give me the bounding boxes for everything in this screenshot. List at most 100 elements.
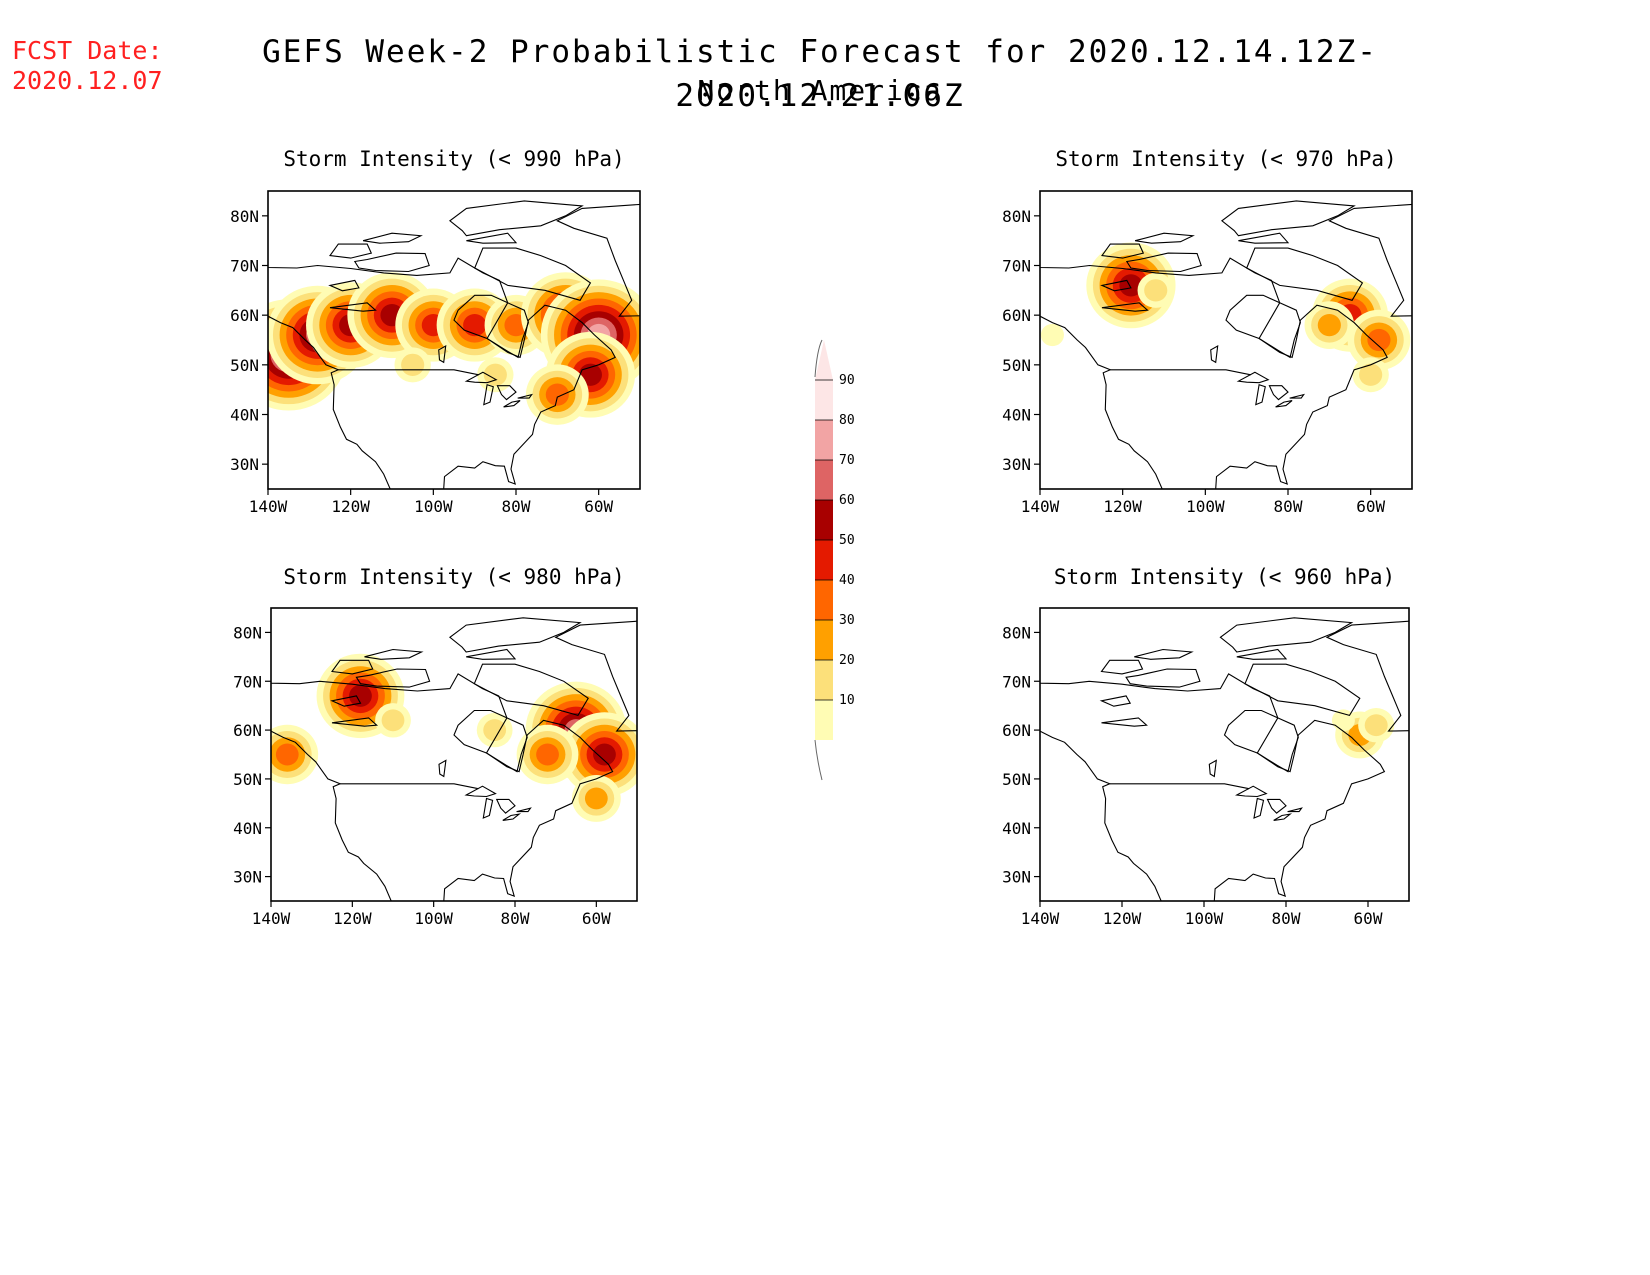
coastline bbox=[473, 663, 589, 717]
lat-tick-label: 40N bbox=[230, 406, 259, 425]
lon-tick-label: 140W bbox=[252, 909, 291, 928]
probability-cell bbox=[381, 709, 405, 732]
lat-tick-label: 50N bbox=[233, 770, 262, 789]
map-panel-p980: Storm Intensity (< 980 hPa) 80N 70N 60N 50N 4… bbox=[233, 565, 638, 928]
probability-cell bbox=[1119, 274, 1143, 297]
coastline bbox=[554, 620, 637, 732]
probability-cell bbox=[1040, 323, 1064, 347]
map-panel-p960: Storm Intensity (< 960 hPa) 80N 70N 60N 50N 4… bbox=[1002, 565, 1410, 928]
lake-outline bbox=[1100, 279, 1132, 292]
lake-outline bbox=[502, 813, 522, 821]
lake-outline bbox=[329, 302, 377, 312]
lon-tick-label: 140W bbox=[1021, 909, 1060, 928]
probability-cell bbox=[545, 383, 569, 406]
colorbar-label: 20 bbox=[839, 653, 855, 668]
probability-cell bbox=[584, 787, 608, 810]
coastline bbox=[1246, 247, 1364, 301]
lon-tick-label: 100W bbox=[1185, 909, 1224, 928]
lake-outline bbox=[1208, 759, 1217, 778]
forecast-date-label: FCST Date: 2020.12.07 bbox=[12, 36, 163, 96]
lake-outline bbox=[1101, 302, 1149, 312]
coastline bbox=[453, 709, 528, 773]
lake-outline bbox=[328, 279, 360, 292]
lake-outline bbox=[482, 797, 494, 819]
map-content bbox=[268, 200, 640, 489]
coastline bbox=[1101, 243, 1145, 259]
coastline bbox=[556, 203, 640, 317]
border-line bbox=[1109, 783, 1250, 790]
probability-cell bbox=[401, 353, 425, 376]
fcst-date-caption: FCST Date: bbox=[12, 36, 163, 65]
lat-tick-label: 70N bbox=[1002, 672, 1031, 691]
coastline bbox=[362, 232, 423, 244]
lat-tick-label: 60N bbox=[1002, 721, 1031, 740]
lat-tick-label: 40N bbox=[1002, 819, 1031, 838]
lat-tick-label: 30N bbox=[233, 868, 262, 887]
colorbar-swatch bbox=[815, 380, 833, 420]
lon-tick-label: 120W bbox=[1103, 497, 1142, 516]
border-line bbox=[340, 783, 479, 790]
map-frame bbox=[270, 607, 638, 902]
map-frame bbox=[1039, 607, 1410, 902]
map-frame bbox=[267, 190, 641, 490]
page-title: GEFS Week-2 Probabilistic Forecast for 2… bbox=[262, 34, 1378, 114]
colorbar-swatch bbox=[815, 660, 833, 700]
lat-tick-label: 80N bbox=[230, 207, 259, 226]
lake-outline bbox=[464, 371, 498, 384]
colorbar-label: 80 bbox=[839, 413, 855, 428]
colorbar: 90 80 70 60 50 40 30 20 10 bbox=[814, 339, 855, 781]
coastline bbox=[355, 668, 431, 688]
probability-cell bbox=[1144, 279, 1168, 302]
lon-tick-label: 140W bbox=[249, 497, 288, 516]
probability-cell bbox=[1359, 363, 1383, 386]
coastline bbox=[1244, 663, 1361, 717]
lat-tick-label: 50N bbox=[1002, 770, 1031, 789]
lat-tick-label: 30N bbox=[230, 455, 259, 474]
colorbar-swatch bbox=[815, 460, 833, 500]
map-content bbox=[1040, 200, 1412, 489]
lake-outline bbox=[483, 383, 494, 406]
page-subtitle: North America bbox=[697, 74, 943, 107]
coastline bbox=[1134, 232, 1195, 244]
coastline bbox=[1238, 232, 1290, 244]
lake-outline bbox=[1255, 383, 1266, 406]
lon-tick-label: 80W bbox=[502, 497, 531, 516]
lon-tick-label: 120W bbox=[333, 909, 372, 928]
border-line bbox=[338, 369, 479, 376]
probability-cell bbox=[349, 684, 372, 707]
fcst-date-value: 2020.12.07 bbox=[12, 66, 163, 95]
lat-tick-label: 30N bbox=[1002, 455, 1031, 474]
coastline bbox=[1325, 620, 1409, 732]
lake-outline bbox=[330, 695, 362, 707]
colorbar-swatch bbox=[815, 620, 833, 660]
coastline bbox=[364, 648, 424, 660]
lake-outline bbox=[1236, 371, 1270, 384]
probability-cell bbox=[275, 743, 299, 766]
colorbar-swatch bbox=[815, 700, 833, 740]
coastline bbox=[1223, 709, 1299, 773]
lake-outline bbox=[503, 400, 521, 408]
probability-cell bbox=[1364, 714, 1388, 737]
map-content bbox=[1040, 617, 1409, 901]
colorbar-label: 30 bbox=[839, 613, 855, 628]
lake-outline bbox=[517, 393, 534, 399]
coastline bbox=[331, 659, 374, 675]
colorbar-label: 50 bbox=[839, 533, 855, 548]
colorbar-swatch bbox=[815, 420, 833, 460]
lon-tick-label: 60W bbox=[1356, 497, 1385, 516]
lat-tick-label: 80N bbox=[233, 623, 262, 642]
lon-tick-label: 100W bbox=[414, 497, 453, 516]
colorbar-label: 60 bbox=[839, 493, 855, 508]
lat-tick-label: 60N bbox=[1002, 306, 1031, 325]
coastline bbox=[1328, 203, 1412, 317]
lake-outline bbox=[438, 759, 447, 778]
lat-tick-label: 50N bbox=[1002, 356, 1031, 375]
lon-tick-label: 100W bbox=[1186, 497, 1225, 516]
coastline bbox=[1236, 648, 1288, 660]
colorbar-label: 70 bbox=[839, 453, 855, 468]
coastline bbox=[1125, 252, 1202, 273]
lon-tick-label: 120W bbox=[331, 497, 370, 516]
lon-tick-label: 80W bbox=[501, 909, 530, 928]
panel-title: Storm Intensity (< 990 hPa) bbox=[283, 147, 624, 171]
lake-outline bbox=[495, 798, 516, 814]
